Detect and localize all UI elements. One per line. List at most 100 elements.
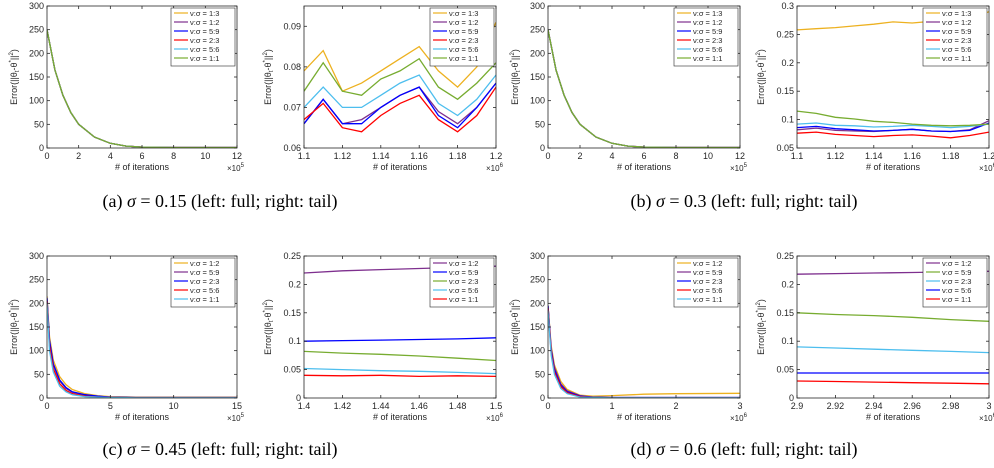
x-tick-label: 2.98 xyxy=(942,401,960,411)
series-line-5 xyxy=(47,29,237,148)
legend-entry: ν:σ = 1:1 xyxy=(942,295,971,304)
y-tick-label: 0.2 xyxy=(781,279,794,289)
y-tick-label: 0.15 xyxy=(776,86,794,96)
series-line-5 xyxy=(304,57,496,101)
legend-entry: ν:σ = 5:6 xyxy=(449,286,478,295)
legend-entry: ν:σ = 5:6 xyxy=(942,286,971,295)
y-tick-label: 0.3 xyxy=(781,1,794,11)
caption-d-label: (d) xyxy=(630,439,652,459)
chart-c-tail: 1.4 1.42 1.44 1.46 1.48 1.5 0 0.05 0.1 0.15 0.2 0.2… xyxy=(263,251,504,423)
x-tick-label: 1.14 xyxy=(865,151,883,161)
legend-entry: ν:σ = 1:3 xyxy=(693,9,722,18)
x-tick-label: 6 xyxy=(641,151,646,161)
y-axis-label: Error(||θt-θ*||2) xyxy=(263,49,275,105)
legend-entry: ν:σ = 1:1 xyxy=(942,54,971,63)
y-tick-label: 300 xyxy=(530,1,545,11)
y-tick-label: 0.1 xyxy=(781,336,794,346)
y-tick-label: 100 xyxy=(530,346,545,356)
x-tick-label: 1.5 xyxy=(490,401,503,411)
legend-entry: ν:σ = 5:9 xyxy=(693,27,722,36)
y-tick-label: 0.07 xyxy=(283,102,301,112)
caption-a-label: (a) xyxy=(102,191,123,211)
x-tick-label: 2.96 xyxy=(903,401,921,411)
caption-c: (c) σ = 0.45 (left: full; right: tail) xyxy=(60,436,380,462)
legend-entry: ν:σ = 5:9 xyxy=(942,268,971,277)
chart-a-full: 0 2 4 6 8 10 12 0 50 100 150 200 250 300 # of iteratio… xyxy=(9,1,245,173)
x-axis-label: # of iterations xyxy=(373,412,428,422)
x-tick-label: 1.14 xyxy=(372,151,390,161)
y-tick-label: 0.06 xyxy=(283,143,301,153)
series-line-4 xyxy=(797,380,989,385)
x-tick-label: 1.44 xyxy=(372,401,390,411)
y-tick-label: 0.25 xyxy=(283,251,301,261)
y-tick-label: 0 xyxy=(789,393,794,403)
caption-c-sigma: σ xyxy=(126,439,136,459)
x-tick-label: 1 xyxy=(609,401,614,411)
legend-entry: ν:σ = 1:3 xyxy=(190,9,219,18)
x-tick-label: 2 xyxy=(577,151,582,161)
x-tick-label: 2 xyxy=(673,401,678,411)
y-tick-label: 0 xyxy=(540,143,545,153)
caption-b: (b) σ = 0.3 (left: full; right: tail) xyxy=(574,188,914,214)
x-tick-label: 1.1 xyxy=(298,151,311,161)
x-axis-label: # of iterations xyxy=(866,162,921,172)
y-tick-label: 100 xyxy=(29,346,44,356)
y-tick-label: 0 xyxy=(296,393,301,403)
y-tick-label: 0.09 xyxy=(283,21,301,31)
caption-b-label: (b) xyxy=(630,191,652,211)
plot-frame xyxy=(303,5,497,149)
legend-entry: ν:σ = 1:2 xyxy=(449,18,478,27)
series-line-1 xyxy=(548,305,740,398)
series-line-3 xyxy=(304,86,496,133)
y-tick-label: 50 xyxy=(535,119,545,129)
legend: ν:σ = 1:2ν:σ = 5:9ν:σ = 2:3ν:σ = 5:6ν:σ … xyxy=(170,257,236,308)
series-line-2 xyxy=(47,297,237,398)
legend-entry: ν:σ = 5:6 xyxy=(942,45,971,54)
x-tick-label: 3 xyxy=(986,401,991,411)
series-line-3 xyxy=(47,300,237,398)
y-tick-label: 200 xyxy=(29,298,44,308)
y-tick-label: 300 xyxy=(29,1,44,11)
legend-box xyxy=(673,7,739,67)
x-axis-label: # of iterations xyxy=(617,162,672,172)
series-line-1 xyxy=(47,298,237,398)
y-axis-label: Error(||θt-θ*||2) xyxy=(510,49,522,105)
x-tick-label: 1.2 xyxy=(490,151,503,161)
x-tick-label: 10 xyxy=(169,401,179,411)
x-exponent: ×106 xyxy=(730,413,748,423)
y-tick-label: 100 xyxy=(530,96,545,106)
y-tick-label: 300 xyxy=(530,251,545,261)
legend-entry: ν:σ = 5:9 xyxy=(449,268,478,277)
y-tick-label: 0.1 xyxy=(781,115,794,125)
x-axis-label: # of iterations xyxy=(866,412,921,422)
series-line-2 xyxy=(797,122,989,133)
x-exponent: ×105 xyxy=(227,413,245,423)
chart-b-tail: 1.1 1.12 1.14 1.16 1.18 1.2 0.05 0.1 0.15 0.2 0.25… xyxy=(756,1,994,173)
chart-d-tail: 2.9 2.92 2.94 2.96 2.98 3 0 0.05 0.1 0.15 0.2 0.25 #… xyxy=(756,251,994,423)
series-line-0 xyxy=(47,296,237,398)
x-tick-label: 1.1 xyxy=(791,151,804,161)
y-tick-label: 0 xyxy=(39,143,44,153)
plot-frame xyxy=(796,5,990,149)
x-tick-label: 1.12 xyxy=(334,151,352,161)
series-line-4 xyxy=(304,74,496,117)
x-exponent: ×105 xyxy=(227,163,245,173)
y-tick-label: 200 xyxy=(530,298,545,308)
x-tick-label: 1.2 xyxy=(983,151,994,161)
series-line-5 xyxy=(548,29,740,148)
x-tick-label: 2.94 xyxy=(865,401,883,411)
legend-entry: ν:σ = 1:2 xyxy=(449,259,478,268)
legend-entry: ν:σ = 2:3 xyxy=(942,277,971,286)
series-line-4 xyxy=(304,374,496,378)
caption-d-sigma: σ xyxy=(655,439,665,459)
legend-entry: ν:σ = 1:3 xyxy=(449,9,478,18)
chart-d-full: 0 1 2 3 0 50 100 150 200 250 300 # of iterations ×10… xyxy=(510,251,748,423)
y-tick-label: 150 xyxy=(29,322,44,332)
x-tick-label: 1.18 xyxy=(942,151,960,161)
legend-box xyxy=(429,7,495,67)
caption-b-sigma: σ xyxy=(655,191,665,211)
y-axis-label: Error(||θt-θ*||2) xyxy=(9,49,21,105)
legend: ν:σ = 1:3ν:σ = 1:2ν:σ = 5:9ν:σ = 2:3ν:σ … xyxy=(922,7,988,67)
x-tick-label: 3 xyxy=(737,401,742,411)
